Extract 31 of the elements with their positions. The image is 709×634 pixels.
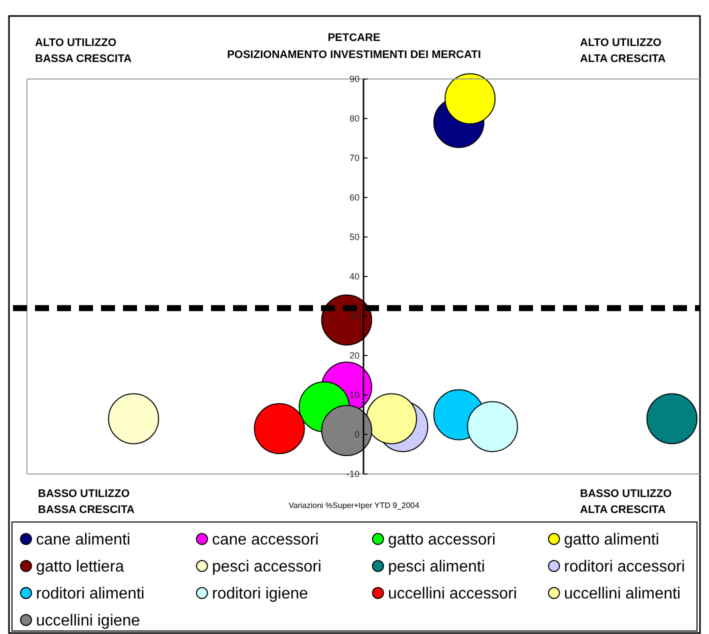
chart-subtitle: POSIZIONAMENTO INVESTIMENTI DEI MERCATI: [227, 49, 481, 61]
text: BASSO UTILIZZO ALTA CRESCITA: [580, 488, 672, 516]
legend-label: gatto lettiera: [36, 558, 124, 576]
y-tick-label: 40: [349, 272, 360, 282]
y-tick-label: -10: [346, 469, 360, 480]
y-tick-label: 70: [349, 153, 360, 164]
chart-title: PETCARE: [328, 32, 380, 44]
y-tick-label: 80: [349, 114, 360, 124]
legend-label: uccellini alimenti: [564, 586, 680, 603]
legend-label: uccellini accessori: [388, 586, 517, 603]
text: ALTO UTILIZZO BASSA CRESCITA: [35, 37, 132, 65]
legend-label: roditori accessori: [564, 558, 685, 576]
legend-label: uccellini igiene: [36, 612, 140, 630]
y-tick-label: 90: [349, 74, 360, 84]
y-tick-label: 30: [349, 311, 360, 322]
legend-label: gatto accessori: [388, 532, 496, 549]
legend-label: cane accessori: [212, 532, 319, 549]
legend-label: roditori igiene: [212, 586, 308, 603]
y-tick-label: 50: [349, 232, 360, 242]
legend-label: gatto alimenti: [564, 532, 660, 549]
legend-label: cane alimenti: [36, 532, 130, 549]
legend-label: pesci alimenti: [388, 558, 485, 576]
y-tick-label: 20: [349, 350, 360, 361]
text: BASSO UTILIZZO BASSA CRESCITA: [38, 488, 135, 516]
text: ALTO UTILIZZO ALTA CRESCITA: [580, 37, 666, 65]
legend-label: pesci accessori: [212, 558, 322, 576]
y-tick-label: 60: [349, 192, 360, 203]
y-tick-label: 10: [349, 390, 360, 400]
text: Variazioni %Super+Iper YTD 9_2004: [288, 501, 420, 510]
legend-label: roditori alimenti: [36, 586, 144, 603]
y-tick-label: 0: [354, 430, 360, 440]
